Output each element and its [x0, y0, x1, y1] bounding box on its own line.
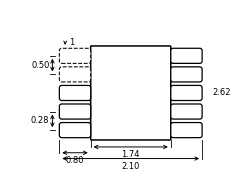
Text: 0.28: 0.28 — [31, 116, 49, 125]
Text: 0.50: 0.50 — [31, 61, 49, 70]
FancyBboxPatch shape — [171, 104, 202, 119]
Text: 1: 1 — [69, 38, 74, 47]
Text: 2.10: 2.10 — [121, 162, 140, 171]
FancyBboxPatch shape — [59, 123, 91, 138]
Text: 0.80: 0.80 — [66, 156, 84, 165]
FancyBboxPatch shape — [59, 86, 91, 101]
FancyBboxPatch shape — [91, 46, 171, 140]
FancyBboxPatch shape — [171, 67, 202, 82]
FancyBboxPatch shape — [59, 67, 91, 82]
FancyBboxPatch shape — [59, 48, 91, 63]
Text: 2.62: 2.62 — [213, 89, 231, 97]
FancyBboxPatch shape — [171, 86, 202, 101]
Text: 1.74: 1.74 — [121, 150, 140, 159]
FancyBboxPatch shape — [171, 123, 202, 138]
FancyBboxPatch shape — [59, 104, 91, 119]
FancyBboxPatch shape — [171, 48, 202, 63]
